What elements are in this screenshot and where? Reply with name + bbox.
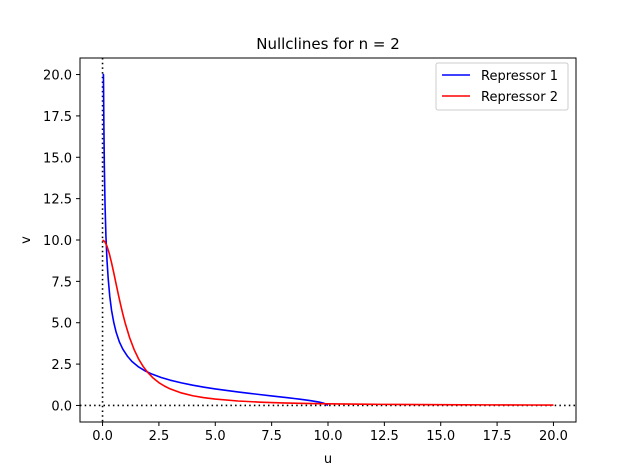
y-tick-label: 20.0 (43, 69, 72, 84)
legend: Repressor 1 Repressor 2 (435, 62, 569, 111)
x-tick-label: 20.0 (539, 429, 568, 444)
y-tick-label: 0.0 (51, 399, 72, 414)
y-tick-label: 10.0 (43, 234, 72, 249)
x-tick-label: 5.0 (205, 429, 226, 444)
y-tick-label: 7.5 (51, 275, 72, 290)
y-tick-label: 12.5 (43, 193, 72, 208)
x-tick-label: 0.0 (92, 429, 113, 444)
x-tick-label: 7.5 (261, 429, 282, 444)
series-line-repressor-2 (102, 239, 554, 406)
y-tick-label: 17.5 (43, 110, 72, 125)
x-tick-label: 15.0 (426, 429, 455, 444)
plot-area: 0.0 2.5 5.0 7.5 10.0 12.5 15.0 17.5 20.0 0.0 2.5 5.… (43, 57, 577, 444)
y-tick-label: 2.5 (51, 358, 72, 373)
y-axis-label: v (19, 236, 34, 244)
legend-label-repressor-1: Repressor 1 (481, 69, 558, 84)
x-axis-label: u (324, 452, 332, 467)
y-tick-label: 5.0 (51, 317, 72, 332)
chart-title: Nullclines for n = 2 (256, 35, 400, 53)
x-tick-label: 17.5 (483, 429, 512, 444)
x-tick-label: 2.5 (149, 429, 170, 444)
x-tick-label: 12.5 (370, 429, 399, 444)
y-tick-label: 15.0 (43, 151, 72, 166)
x-tick-label: 10.0 (314, 429, 343, 444)
legend-label-repressor-2: Repressor 2 (481, 90, 558, 105)
